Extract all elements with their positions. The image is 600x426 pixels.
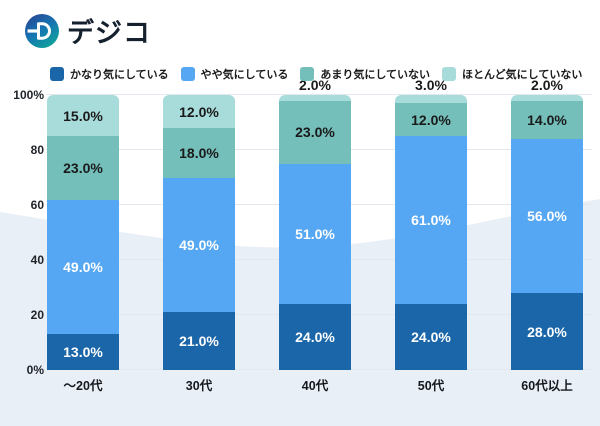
bar-segment: 12.0% (163, 95, 235, 128)
bar-segment (279, 95, 351, 101)
segment-value-label: 14.0% (527, 111, 567, 128)
bar-segment: 61.0% (395, 136, 467, 304)
legend-item-3: ほとんど気にしていない (442, 66, 582, 82)
x-axis-label: 40代 (301, 379, 329, 393)
bar-slot-0: 15.0% 23.0% 49.0% 13.0% (25, 95, 141, 370)
x-axis-label: 50代 (417, 379, 445, 393)
bar-segment: 12.0% (395, 103, 467, 137)
segment-value-label: 24.0% (295, 329, 335, 345)
legend-item-1: やや気にしている (180, 66, 289, 82)
bar-segment: 56.0% (511, 139, 583, 293)
gridline (46, 94, 592, 95)
segment-value-label: 18.0% (179, 144, 219, 161)
legend-item-0: かなり気にしている (50, 66, 169, 82)
legend-swatch-icon (180, 67, 195, 81)
segment-value-label: 15.0% (63, 107, 103, 124)
x-axis-label: 60代以上 (521, 379, 573, 393)
bar-segment: 24.0% (395, 304, 467, 370)
segment-value-label: 12.0% (411, 111, 451, 128)
bar-segment: 28.0% (511, 293, 583, 370)
bar-segment: 15.0% (47, 95, 119, 137)
outside-value-label: 3.0% (415, 77, 447, 93)
y-tick-label: 60 (30, 198, 44, 212)
y-tick-label: 40 (30, 253, 44, 267)
legend-label: あまり気にしていない (320, 69, 431, 81)
legend-swatch-icon (442, 67, 457, 81)
bar-slot-2: 2.0% 23.0% 51.0% 24.0% (257, 77, 373, 370)
y-axis: 100% 80 60 40 20 0% (0, 88, 44, 377)
legend-label: かなり気にしている (70, 69, 169, 81)
x-axis-label: 30代 (185, 379, 213, 393)
segment-value-label: 61.0% (411, 212, 451, 229)
bar-segment: 23.0% (279, 100, 351, 164)
bar-segment: 13.0% (47, 334, 119, 370)
plot-area: 15.0% 23.0% 49.0% 13.0% 12.0% 18.0% 49.0% 21.0%… (25, 77, 600, 370)
segment-value-label: 24.0% (411, 329, 451, 345)
stacked-bar-40代: 23.0% 51.0% 24.0% (279, 95, 351, 370)
segment-value-label: 28.0% (527, 323, 567, 340)
segment-value-label: 49.0% (179, 236, 219, 253)
stacked-bar-50代: 12.0% 61.0% 24.0% (395, 95, 467, 370)
outside-value-label: 2.0% (299, 77, 331, 93)
stacked-bar-～20代: 15.0% 23.0% 49.0% 13.0% (47, 95, 119, 370)
digico-d-icon (25, 13, 59, 48)
bar-slot-3: 3.0% 12.0% 61.0% 24.0% (373, 77, 489, 370)
segment-value-label: 49.0% (63, 258, 103, 275)
segment-value-label: 56.0% (527, 208, 567, 224)
segment-value-label: 51.0% (295, 225, 335, 242)
bar-segment (395, 95, 467, 104)
segment-value-label: 23.0% (295, 124, 335, 141)
bar-slot-4: 2.0% 14.0% 56.0% 28.0% (489, 77, 600, 370)
segment-value-label: 21.0% (179, 333, 219, 350)
y-tick-label: 100% (13, 88, 44, 102)
bar-segment: 24.0% (279, 304, 351, 370)
bar-segment: 23.0% (47, 136, 119, 200)
logo-text: デジコ (67, 18, 151, 48)
legend-item-2: あまり気にしていない (300, 66, 430, 82)
y-tick-label: 0% (26, 363, 44, 377)
x-axis-label: ～20代 (63, 379, 103, 393)
bar-segment: 49.0% (163, 177, 235, 313)
y-tick-label: 80 (30, 143, 44, 157)
x-axis: ～20代 30代 40代 50代 60代以上 (25, 375, 600, 394)
bar-segment: 51.0% (279, 163, 351, 304)
bar-slot-1: 12.0% 18.0% 49.0% 21.0% (141, 95, 257, 370)
bar-segment: 18.0% (163, 128, 235, 178)
segment-value-label: 13.0% (63, 344, 103, 361)
legend-swatch-icon (50, 67, 64, 81)
y-tick-label: 20 (30, 308, 44, 322)
segment-value-label: 23.0% (63, 159, 103, 176)
bar-segment (511, 95, 583, 101)
stacked-bar-30代: 12.0% 18.0% 49.0% 21.0% (163, 95, 235, 370)
legend-label: やや気にしている (200, 69, 289, 81)
outside-value-label: 2.0% (531, 77, 563, 93)
legend-swatch-icon (300, 67, 315, 81)
legend-label: ほとんど気にしていない (462, 69, 583, 81)
chart-legend: かなり気にしている やや気にしている あまり気にしていない ほとんど気にしていない (50, 66, 594, 82)
bar-segment: 14.0% (511, 100, 583, 139)
digico-logo: デジコ (24, 11, 151, 50)
bar-segment: 21.0% (163, 312, 235, 370)
bar-segment: 49.0% (47, 199, 119, 335)
stacked-bar-60代以上: 14.0% 56.0% 28.0% (511, 95, 583, 370)
segment-value-label: 12.0% (179, 103, 219, 120)
